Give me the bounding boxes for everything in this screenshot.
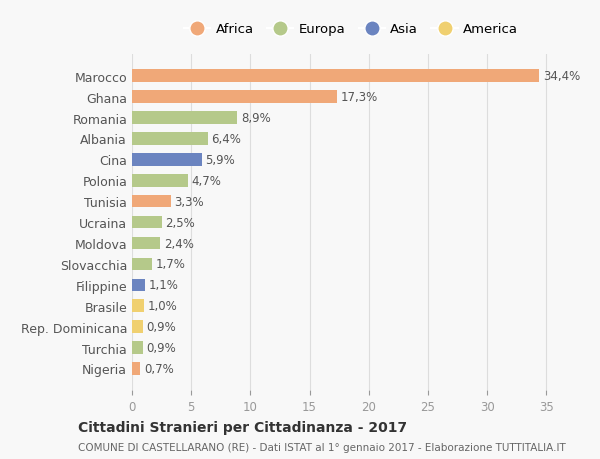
Text: 34,4%: 34,4% [543,70,580,83]
Text: 0,7%: 0,7% [144,362,173,375]
Text: Cittadini Stranieri per Cittadinanza - 2017: Cittadini Stranieri per Cittadinanza - 2… [78,420,407,435]
Bar [132,258,152,271]
Text: 1,0%: 1,0% [148,300,177,313]
Bar [132,300,144,312]
Bar [132,341,143,354]
Text: 6,4%: 6,4% [211,133,241,146]
Text: 0,9%: 0,9% [146,320,176,333]
Text: 0,9%: 0,9% [146,341,176,354]
Bar [132,112,238,124]
Text: 8,9%: 8,9% [241,112,271,125]
Text: 2,4%: 2,4% [164,237,194,250]
Bar [132,216,161,229]
Bar [132,237,160,250]
Bar [132,174,188,187]
Text: 17,3%: 17,3% [340,91,377,104]
Text: 1,7%: 1,7% [155,258,185,271]
Bar [132,70,539,83]
Bar [132,133,208,146]
Bar [132,321,143,333]
Bar [132,363,140,375]
Bar [132,279,145,291]
Text: 3,3%: 3,3% [175,195,204,208]
Bar [132,196,171,208]
Text: COMUNE DI CASTELLARANO (RE) - Dati ISTAT al 1° gennaio 2017 - Elaborazione TUTTI: COMUNE DI CASTELLARANO (RE) - Dati ISTAT… [78,442,566,452]
Text: 4,7%: 4,7% [191,174,221,187]
Text: 1,1%: 1,1% [149,279,178,291]
Text: 5,9%: 5,9% [205,154,235,167]
Text: 2,5%: 2,5% [165,216,195,229]
Legend: Africa, Europa, Asia, America: Africa, Europa, Asia, America [179,18,523,42]
Bar [132,91,337,104]
Bar [132,154,202,166]
